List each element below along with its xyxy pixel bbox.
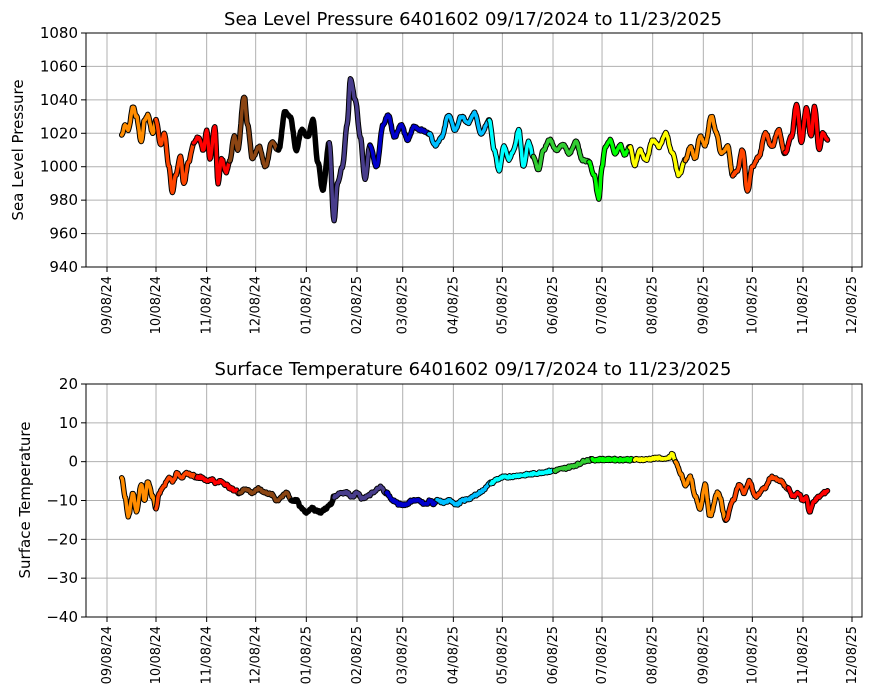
temperature-series-line (435, 480, 493, 507)
pressure-x-tick-label: 04/08/25 (446, 276, 461, 334)
temperature-y-tick-label: −10 (46, 492, 78, 510)
pressure-series-line (427, 110, 492, 148)
temperature-x-tick-label: 11/08/24 (200, 626, 215, 684)
pressure-plot-frame (85, 32, 863, 268)
pressure-y-tick-label: 1040 (40, 91, 78, 109)
temperature-x-tick-label: 01/08/25 (299, 626, 314, 684)
temperature-x-tick-label: 06/08/25 (546, 626, 561, 684)
temperature-y-tick-label: 0 (68, 453, 78, 471)
pressure-x-tick-label: 09/08/25 (696, 276, 711, 334)
temperature-y-tick-label: −30 (46, 569, 78, 587)
temperature-series-line (489, 468, 557, 486)
temperature-y-tick-label: −40 (46, 608, 78, 626)
pressure-series-line (730, 127, 787, 193)
pressure-x-tick-label: 01/08/25 (299, 276, 314, 334)
temperature-x-tick-label: 03/08/25 (396, 626, 411, 684)
pressure-x-tick-label: 10/08/24 (149, 276, 164, 334)
temperature-series-line (786, 486, 830, 514)
pressure-series-line (327, 77, 372, 223)
temperature-chart-title: Surface Temperature 6401602 09/17/2024 t… (215, 359, 732, 380)
pressure-series-line (487, 118, 536, 173)
temperature-series-line (237, 486, 294, 503)
pressure-y-tick-label: 960 (49, 225, 78, 243)
temperature-panel: Surface Temperature 6401602 09/17/2024 t… (16, 359, 863, 684)
pressure-x-tick-label: 12/08/24 (249, 276, 264, 334)
pressure-x-tick-label: 02/08/25 (350, 276, 365, 334)
temperature-series (118, 450, 831, 524)
temperature-x-tick-label: 09/08/25 (696, 626, 711, 684)
temperature-x-tick-label: 05/08/25 (495, 626, 510, 684)
temperature-series-line (724, 474, 791, 522)
temperature-x-tick-label: 11/08/25 (796, 626, 811, 684)
temperature-x-tick-label: 08/08/25 (646, 626, 661, 684)
temperature-series-line (332, 484, 389, 501)
pressure-y-axis-label: Sea Level Pressure (9, 79, 27, 220)
temperature-plot-frame (85, 383, 863, 618)
pressure-series-line (587, 137, 632, 201)
pressure-y-tick-label: 1080 (40, 24, 78, 42)
pressure-x-tick-label: 09/08/24 (100, 276, 115, 334)
temperature-series-line (673, 460, 728, 523)
pressure-axes: 09/08/24 10/08/24 11/08/24 12/08/24 01/08/25… (40, 24, 860, 334)
pressure-series-line (783, 102, 830, 155)
temperature-y-axis-label: Surface Temperature (16, 422, 34, 579)
temperature-series-line (552, 456, 594, 474)
temperature-y-tick-label: 10 (59, 414, 78, 432)
pressure-series-line (531, 137, 591, 172)
temperature-series-line (195, 474, 242, 496)
temperature-x-tick-label: 04/08/25 (446, 626, 461, 684)
temperature-x-tick-label: 10/08/24 (149, 626, 164, 684)
pressure-x-tick-label: 05/08/25 (495, 276, 510, 334)
pressure-series-line (191, 125, 232, 186)
temperature-x-tick-label: 02/08/25 (350, 626, 365, 684)
pressure-series-line (276, 109, 331, 192)
pressure-x-tick-label: 08/08/25 (646, 276, 661, 334)
pressure-series-line (683, 114, 735, 177)
temperature-series-line (154, 470, 199, 511)
pressure-chart-title: Sea Level Pressure 6401602 09/17/2024 to… (224, 9, 722, 30)
pressure-x-tick-label: 03/08/25 (396, 276, 411, 334)
temperature-series-line (384, 490, 439, 508)
pressure-x-tick-label: 11/08/24 (200, 276, 215, 334)
temperature-axes: 09/08/24 10/08/24 11/08/24 12/08/24 01/08/25… (46, 375, 860, 684)
temperature-x-tick-label: 12/08/25 (845, 626, 860, 684)
pressure-x-tick-label: 07/08/25 (595, 276, 610, 334)
pressure-series-line (368, 113, 431, 169)
pressure-y-tick-label: 980 (49, 191, 78, 209)
temperature-x-tick-label: 07/08/25 (595, 626, 610, 684)
temperature-y-tick-label: −20 (46, 530, 78, 548)
pressure-y-tick-label: 1000 (40, 158, 78, 176)
pressure-y-tick-label: 940 (49, 258, 78, 276)
temperature-series-line (289, 494, 336, 515)
pressure-series-line (119, 105, 158, 144)
pressure-y-tick-label: 1020 (40, 124, 78, 142)
pressure-series-line (628, 130, 688, 178)
pressure-series-line (154, 117, 196, 195)
temperature-series-line (119, 476, 158, 519)
temperature-series-line (632, 451, 678, 464)
pressure-series-line (227, 95, 281, 169)
temperature-x-tick-label: 10/08/25 (745, 626, 760, 684)
pressure-y-tick-label: 1060 (40, 57, 78, 75)
pressure-x-tick-label: 06/08/25 (546, 276, 561, 334)
temperature-x-tick-label: 09/08/24 (100, 626, 115, 684)
temperature-x-tick-label: 12/08/24 (249, 626, 264, 684)
temperature-y-tick-label: 20 (59, 375, 78, 393)
pressure-x-tick-label: 11/08/25 (796, 276, 811, 334)
pressure-series (118, 76, 831, 224)
pressure-x-tick-label: 12/08/25 (845, 276, 860, 334)
pressure-panel: Sea Level Pressure 6401602 09/17/2024 to… (9, 9, 863, 334)
pressure-x-tick-label: 10/08/25 (745, 276, 760, 334)
temperature-series-line (590, 456, 637, 463)
temperature-grid (86, 383, 862, 618)
